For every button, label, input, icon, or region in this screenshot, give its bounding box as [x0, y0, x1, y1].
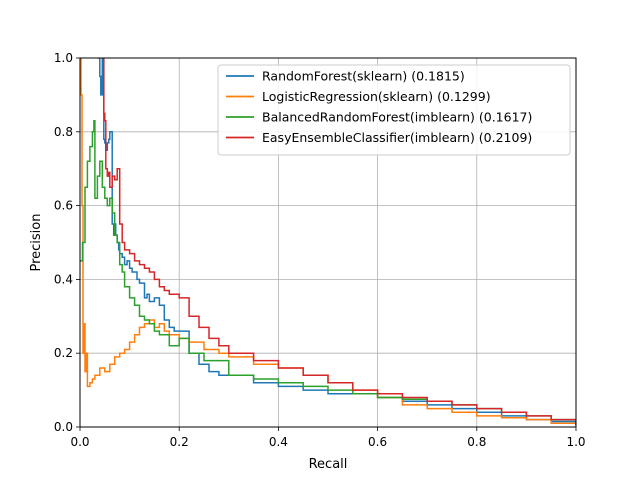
x-tick-label: 1.0: [566, 435, 585, 449]
legend-label-1: LogisticRegression(sklearn) (0.1299): [262, 89, 491, 104]
legend-label-3: EasyEnsembleClassifier(imblearn) (0.2109…: [262, 130, 532, 145]
y-tick-label: 0.6: [54, 199, 73, 213]
series-lines: [80, 58, 576, 426]
y-axis-label: Precision: [29, 213, 44, 271]
legend-label-0: RandomForest(sklearn) (0.1815): [262, 69, 465, 84]
x-axis-label: Recall: [309, 457, 348, 472]
x-tick-label: 0.6: [368, 435, 387, 449]
x-tick-label: 0.0: [70, 435, 89, 449]
series-line-3: [102, 58, 576, 426]
y-tick-label: 1.0: [54, 51, 73, 65]
legend-label-2: BalancedRandomForest(imblearn) (0.1617): [262, 110, 532, 125]
legend: RandomForest(sklearn) (0.1815) LogisticRe…: [217, 64, 571, 156]
x-tick-label: 0.2: [170, 435, 189, 449]
y-tick-label: 0.4: [54, 272, 73, 286]
x-tick-label: 0.4: [269, 435, 288, 449]
axis-ticks: 0.0 0.2 0.4 0.6 0.8 1.0 0.0 0.2 0.4 0.6 0.8 1.0: [54, 51, 586, 449]
plot-frame: [79, 57, 577, 428]
y-tick-label: 0.0: [54, 420, 73, 434]
y-tick-label: 0.2: [54, 346, 73, 360]
x-tick-label: 0.8: [467, 435, 486, 449]
legend-box: [217, 64, 571, 156]
y-tick-label: 0.8: [54, 125, 73, 139]
